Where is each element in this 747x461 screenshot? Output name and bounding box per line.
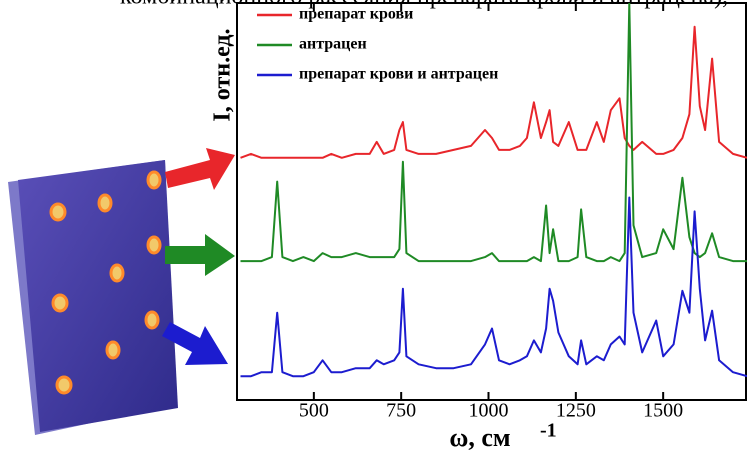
x-axis-label: ω, см bbox=[449, 423, 510, 452]
page: комбинационного рассеяния препарата кров… bbox=[0, 0, 747, 461]
sample-illustration bbox=[8, 148, 235, 435]
top-caption: комбинационного рассеяния препарата кров… bbox=[120, 0, 728, 10]
arrow-green bbox=[165, 234, 235, 276]
x-axis-label-sup: -1 bbox=[540, 420, 557, 442]
x-tick-label: 500 bbox=[299, 400, 329, 422]
x-tick-label: 1000 bbox=[469, 400, 509, 422]
y-axis-label: I, отн.ед. bbox=[210, 28, 236, 121]
plot-area bbox=[241, 3, 747, 376]
legend-label: антрацен bbox=[299, 36, 367, 53]
legend-label: препарат крови bbox=[299, 6, 413, 23]
legend-label: препарат крови и антрацен bbox=[299, 66, 498, 83]
x-tick-label: 1250 bbox=[556, 400, 596, 422]
plot-frame bbox=[237, 3, 746, 400]
figure: комбинационного рассеяния препарата кров… bbox=[0, 0, 747, 461]
x-tick-label: 750 bbox=[386, 400, 416, 422]
x-tick-label: 1500 bbox=[643, 400, 683, 422]
spectrum-line bbox=[241, 198, 747, 377]
arrow-red bbox=[165, 148, 235, 190]
